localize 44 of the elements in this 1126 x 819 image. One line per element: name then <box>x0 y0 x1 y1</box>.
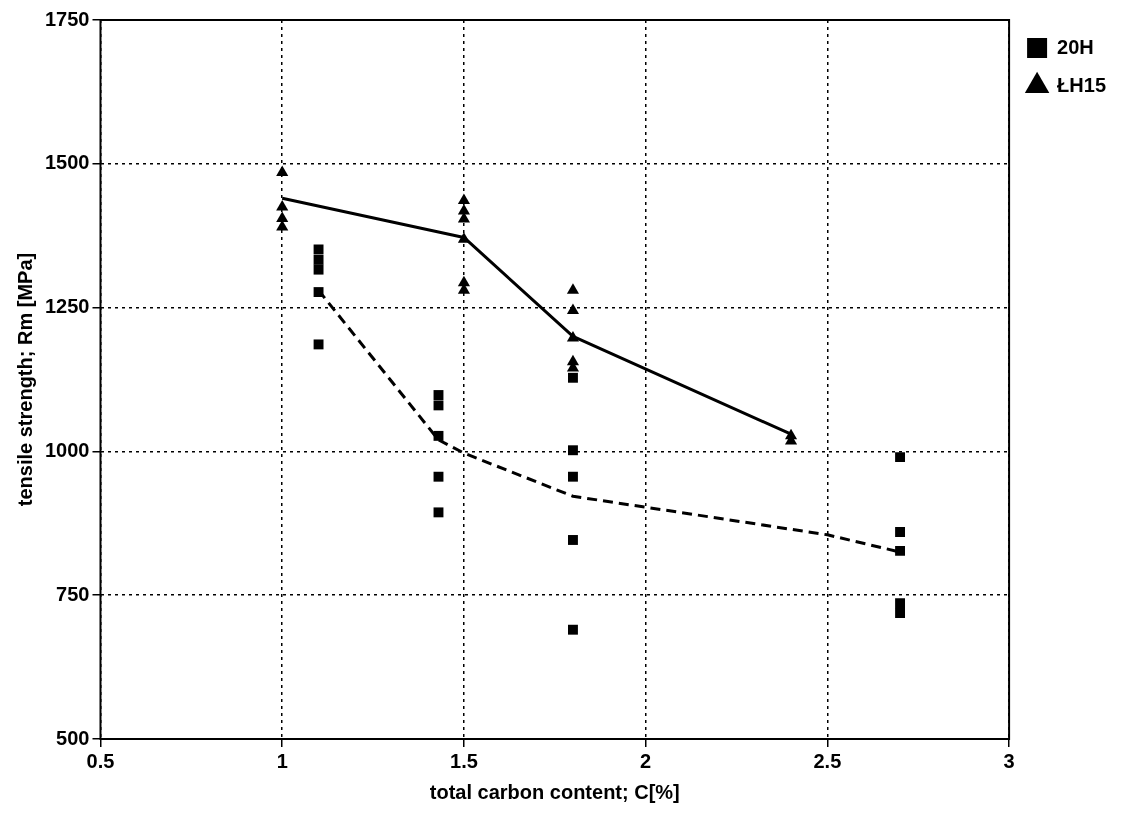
x-tick-label: 1.5 <box>450 749 478 772</box>
x-tick-label: 3 <box>1003 749 1015 772</box>
y-tick-label: 1000 <box>44 438 90 461</box>
point <box>313 287 324 298</box>
point <box>276 165 289 176</box>
point <box>276 199 289 211</box>
point <box>313 254 324 265</box>
point <box>457 193 470 205</box>
point <box>568 372 578 383</box>
point <box>566 331 580 342</box>
point <box>895 545 906 556</box>
x-tick-label: 2 <box>640 749 652 772</box>
point <box>276 211 289 222</box>
point <box>433 507 444 518</box>
legend-label: ŁH15 <box>1057 73 1106 96</box>
y-tick-label: 500 <box>56 726 90 749</box>
point <box>433 400 444 411</box>
point <box>433 390 444 400</box>
y-tick-label: 1500 <box>44 151 90 174</box>
y-tick-label: 750 <box>56 582 90 605</box>
point <box>313 244 324 255</box>
x-tick-label: 0.5 <box>86 749 115 772</box>
x-tick-label: 1 <box>276 749 288 772</box>
x-axis-title: total carbon content; C[%] <box>429 780 680 803</box>
y-tick-label: 1250 <box>44 295 90 318</box>
point <box>566 283 580 294</box>
y-axis-title: tensile strength; Rm [MPa] <box>13 252 36 507</box>
point <box>895 526 906 537</box>
point <box>457 232 470 243</box>
legend-label: 20H <box>1057 35 1094 58</box>
point <box>313 339 324 350</box>
point <box>568 471 578 482</box>
point <box>568 624 578 635</box>
point <box>566 303 580 314</box>
point <box>895 598 906 609</box>
point <box>433 430 444 441</box>
point <box>895 608 906 618</box>
x-tick-label: 2.5 <box>813 749 842 772</box>
point <box>313 264 324 275</box>
point <box>433 471 444 482</box>
point <box>568 535 578 545</box>
y-tick-label: 1750 <box>44 7 90 30</box>
point <box>895 452 906 463</box>
point <box>568 445 578 456</box>
